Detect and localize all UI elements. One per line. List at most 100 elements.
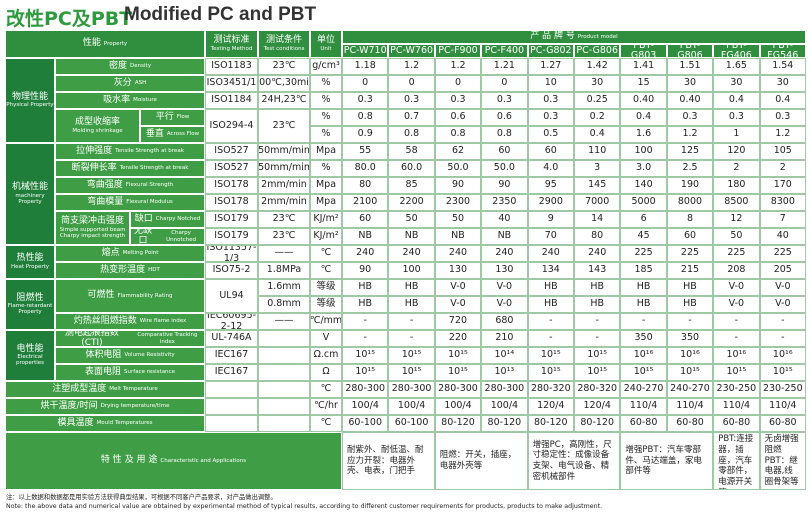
value-cell: -: [388, 330, 435, 347]
value: 2mm/min: [261, 196, 307, 208]
value: 280-300: [484, 383, 525, 395]
value-cell: -: [574, 313, 621, 330]
value: 23℃: [272, 230, 296, 242]
unit: %: [310, 160, 342, 177]
header-product: 产 品 牌 号 Product model: [342, 30, 806, 44]
label-en: Melt Temperature: [109, 386, 158, 393]
value-cell: 240: [481, 245, 528, 262]
value-cell: 90: [434, 177, 482, 194]
label-en: Tensile Strength at break: [119, 165, 189, 172]
conditions: [258, 330, 310, 347]
value: 0.8: [496, 128, 512, 140]
value: 15: [637, 77, 650, 89]
value: IEC167: [214, 349, 249, 361]
value: 12: [730, 213, 743, 225]
value: 8000: [677, 196, 703, 208]
value: 2mm/min: [261, 179, 307, 191]
value-cell: 3: [574, 160, 621, 177]
value: Ω: [322, 366, 330, 378]
value: 0.3: [357, 94, 373, 106]
value: PC-F900: [438, 44, 478, 56]
value: 45: [637, 230, 650, 242]
value: V-0: [496, 281, 513, 293]
value: 0.4: [775, 94, 791, 106]
value-cell: 0: [481, 75, 528, 92]
value: 100/4: [444, 400, 472, 412]
value-cell: 30: [574, 75, 621, 92]
label-cn: 表面电阻: [85, 366, 122, 377]
value: 1.54: [772, 60, 794, 72]
value-cell: 10: [527, 75, 574, 92]
value: Mpa: [315, 145, 337, 157]
label-en: Flexural Strength: [125, 182, 174, 189]
value: 240: [356, 247, 375, 259]
standard: IEC60695-2-12: [205, 313, 258, 330]
label-cn: 特 性 及 用 途: [100, 455, 158, 466]
label-en: Tensile Strength at break: [115, 148, 184, 155]
value-cell: 208: [713, 262, 760, 279]
value-cell: 1: [713, 126, 760, 143]
value: 60-80: [768, 417, 797, 429]
conditions: ——: [258, 313, 310, 330]
value: 4.0: [543, 162, 559, 174]
value-cell: 0.5: [527, 126, 574, 143]
unit: ℃/mm: [310, 313, 342, 330]
value: 100: [402, 264, 421, 276]
value-cell: 230-250: [713, 381, 760, 398]
value: 0.8: [357, 111, 373, 123]
value-cell: 3.0: [620, 160, 667, 177]
value-cell: 10¹³: [481, 364, 528, 381]
value: -: [734, 332, 739, 344]
value-cell: 2350: [481, 194, 528, 211]
value: ℃: [320, 264, 332, 276]
value-cell: 1.65: [713, 58, 760, 75]
value: 50mm/min: [258, 145, 310, 157]
value-cell: 0: [388, 75, 435, 92]
value-cell: 10¹⁵: [666, 364, 714, 381]
value: 30: [776, 77, 789, 89]
conditions: 700℃,30min: [258, 75, 310, 92]
value: 240: [541, 247, 560, 259]
value-cell: 215: [666, 262, 714, 279]
value-cell: 60: [481, 143, 528, 160]
value: -: [409, 315, 414, 327]
value-cell: HB: [388, 296, 435, 313]
value: 80: [591, 230, 604, 242]
value-cell: 225: [666, 245, 714, 262]
value-cell: 10¹⁶: [620, 347, 667, 364]
unit: 等级: [310, 279, 342, 296]
group-name: 热性能 Heat Property: [5, 245, 55, 279]
value: ISO1183: [211, 60, 252, 72]
value: 2100: [353, 196, 378, 208]
value-cell: 45: [620, 228, 667, 245]
conditions: 23℃: [258, 228, 310, 245]
value-cell: NB: [388, 228, 435, 245]
value: %: [321, 94, 331, 106]
value-cell: 0.2: [574, 109, 621, 126]
label-en: Molding shrinkage: [72, 127, 123, 134]
label-cn: 模具温度: [57, 417, 94, 428]
header-standard: 测试标准 Testing Method: [205, 30, 258, 58]
value: Mpa: [315, 196, 337, 208]
value: 125: [680, 145, 700, 157]
value: HB: [590, 281, 605, 293]
value: 225: [634, 247, 653, 259]
label-cn: 测试标准: [213, 35, 250, 46]
unit: Ω: [310, 364, 342, 381]
value: 190: [680, 179, 700, 191]
value-cell: 0.3: [759, 109, 806, 126]
label-en: Charpy Notched: [155, 216, 201, 223]
value: ℃: [320, 417, 332, 429]
value-cell: -: [713, 330, 760, 347]
value: 120/4: [537, 400, 565, 412]
value: 1.2: [682, 128, 698, 140]
value: HB: [358, 298, 373, 310]
conditions: 23℃: [258, 109, 310, 143]
value-cell: 0.3: [434, 92, 482, 109]
value-cell: 134: [527, 262, 574, 279]
value-cell: HB: [574, 279, 621, 296]
value-cell: 280-300: [481, 381, 528, 398]
unit: ℃: [310, 415, 342, 432]
value-cell: 110/4: [620, 398, 667, 415]
